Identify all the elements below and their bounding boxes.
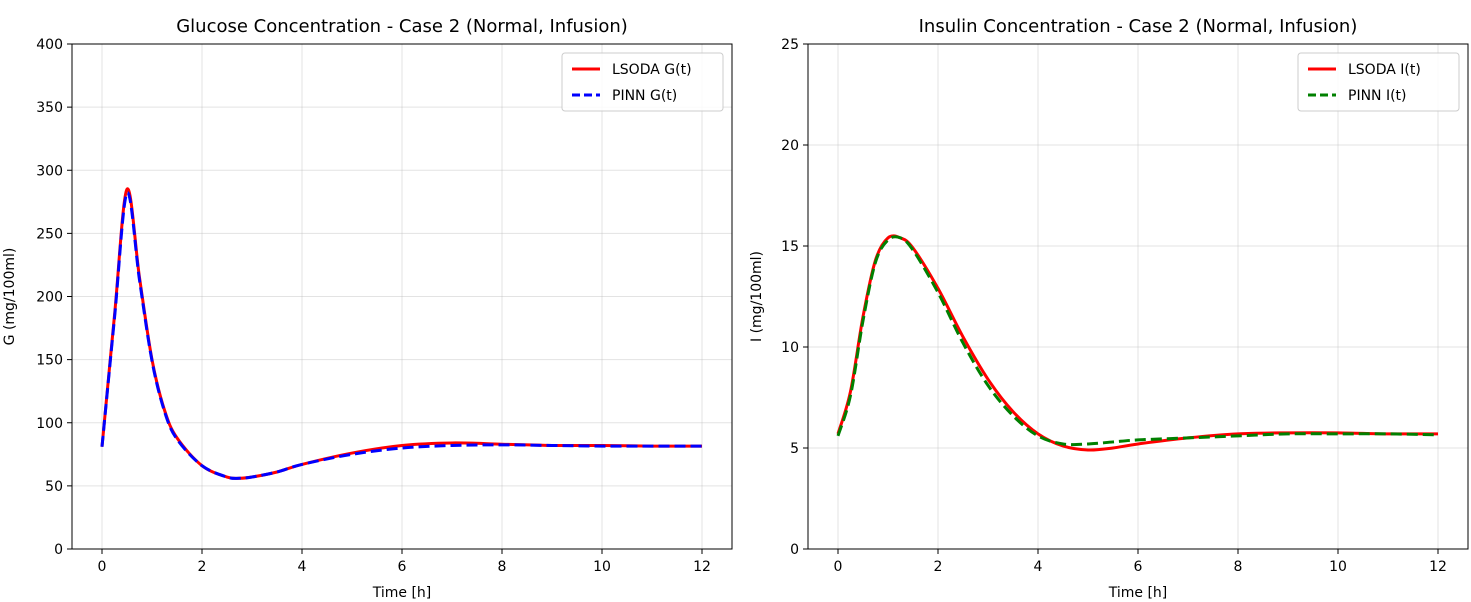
y-tick-label: 5: [790, 441, 799, 457]
x-tick-label: 2: [198, 559, 207, 575]
y-axis-label: G (mg/100ml): [2, 248, 18, 346]
y-tick-label: 20: [781, 138, 799, 154]
legend-box: [561, 52, 724, 112]
legend-label: LSODA I(t): [1348, 62, 1421, 78]
y-tick-label: 25: [781, 37, 799, 53]
y-tick-label: 200: [36, 290, 63, 306]
x-tick-label: 6: [1134, 559, 1143, 575]
series-line-2: [100, 191, 702, 480]
y-tick-label: 0: [790, 542, 799, 558]
y-tick-label: 350: [36, 100, 63, 116]
legend-label: PINN I(t): [1348, 88, 1407, 104]
x-tick-label: 8: [1234, 559, 1243, 575]
x-tick-label: 0: [834, 559, 843, 575]
x-tick-label: 4: [298, 559, 307, 575]
x-tick-label: 8: [498, 559, 507, 575]
legend-box: [1297, 52, 1460, 112]
legend: LSODA I(t) PINN I(t): [1297, 52, 1460, 112]
y-tick-label: 250: [36, 226, 63, 242]
x-axis-label: Time [h]: [372, 585, 432, 601]
legend: LSODA G(t) PINN G(t): [561, 52, 724, 112]
chart-1: 0 2 4 6 8 10 12 0 50 100 150 200 250 300 350 400 Glucose…: [2, 16, 733, 601]
y-tick-label: 10: [781, 340, 799, 356]
x-tick-label: 4: [1034, 559, 1043, 575]
y-tick-label: 50: [45, 479, 63, 495]
legend-label: LSODA G(t): [612, 62, 692, 78]
x-axis-label: Time [h]: [1108, 585, 1168, 601]
x-tick-label: 12: [693, 559, 711, 575]
y-tick-label: 0: [54, 542, 63, 558]
y-tick-label: 150: [36, 353, 63, 369]
chart-title: Glucose Concentration - Case 2 (Normal, …: [176, 16, 628, 37]
legend-label: PINN G(t): [612, 88, 677, 104]
y-tick-label: 15: [781, 239, 799, 255]
y-tick-label: 100: [36, 416, 63, 432]
x-tick-label: 10: [1329, 559, 1347, 575]
chart-2: 0 2 4 6 8 10 12 0 5 10 15 20 25 Insulin Concentration…: [749, 16, 1469, 601]
y-tick-label: 300: [36, 163, 63, 179]
y-tick-label: 400: [36, 37, 63, 53]
chart-title: Insulin Concentration - Case 2 (Normal, …: [919, 16, 1358, 37]
x-tick-label: 2: [934, 559, 943, 575]
y-axis-label: I (mg/100ml): [749, 251, 765, 342]
x-tick-label: 10: [593, 559, 611, 575]
x-tick-label: 12: [1429, 559, 1447, 575]
x-tick-label: 0: [98, 559, 107, 575]
x-tick-label: 6: [398, 559, 407, 575]
